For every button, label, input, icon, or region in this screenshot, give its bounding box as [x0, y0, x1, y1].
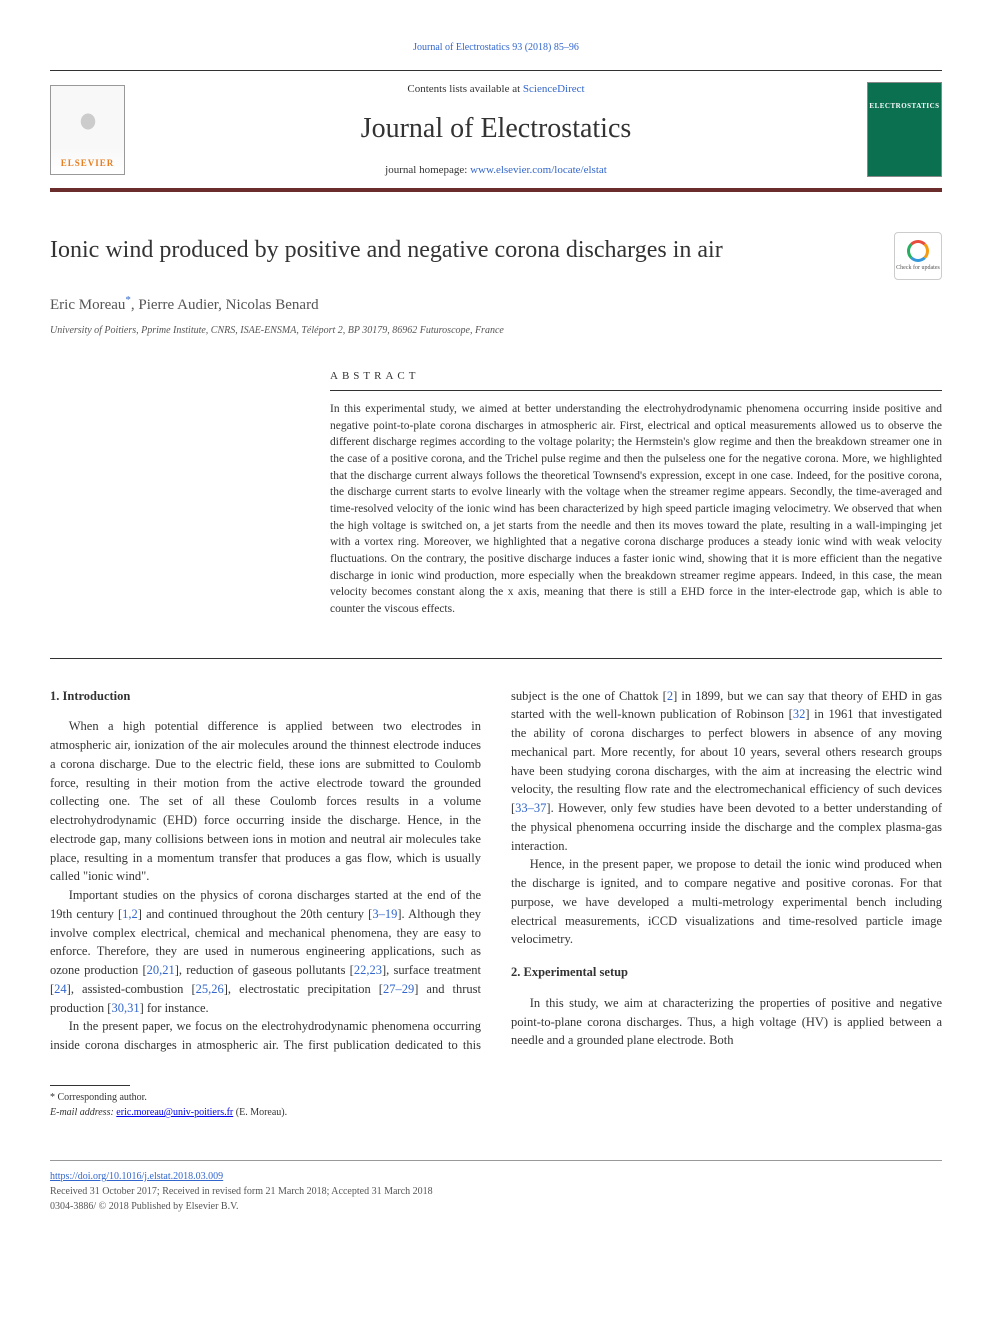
- authors: Eric Moreau*, Pierre Audier, Nicolas Ben…: [50, 292, 942, 317]
- authors-rest: , Pierre Audier, Nicolas Benard: [131, 297, 319, 313]
- received-dates: Received 31 October 2017; Received in re…: [50, 1184, 942, 1199]
- ref-link[interactable]: 32: [793, 707, 806, 721]
- publisher-logo[interactable]: ELSEVIER: [50, 85, 125, 175]
- section-2-heading: 2. Experimental setup: [511, 963, 942, 982]
- p2-text-f: ], assisted-combustion [: [67, 982, 196, 996]
- body-columns: 1. Introduction When a high potential di…: [50, 687, 942, 1055]
- abstract-heading: ABSTRACT: [330, 368, 942, 385]
- p3-text-c: ] in 1961 that investigated the ability …: [511, 707, 942, 815]
- doi-link[interactable]: https://doi.org/10.1016/j.elstat.2018.03…: [50, 1171, 223, 1182]
- homepage-link[interactable]: www.elsevier.com/locate/elstat: [470, 164, 607, 176]
- intro-para-2: Important studies on the physics of coro…: [50, 886, 481, 1017]
- title-row: Ionic wind produced by positive and nega…: [50, 232, 942, 280]
- journal-reference: Journal of Electrostatics 93 (2018) 85–9…: [50, 40, 942, 55]
- intro-para-1: When a high potential difference is appl…: [50, 717, 481, 886]
- header-center: Contents lists available at ScienceDirec…: [125, 81, 867, 178]
- intro-para-4: Hence, in the present paper, we propose …: [511, 855, 942, 949]
- p2-text-g: ], electrostatic precipitation [: [224, 982, 383, 996]
- check-updates-badge[interactable]: Check for updates: [894, 232, 942, 280]
- journal-header: ELSEVIER Contents lists available at Sci…: [50, 70, 942, 192]
- ref-link[interactable]: 30,31: [111, 1001, 139, 1015]
- sciencedirect-link[interactable]: ScienceDirect: [523, 83, 585, 95]
- copyright: 0304-3886/ © 2018 Published by Elsevier …: [50, 1199, 942, 1214]
- corresponding-author-note: * Corresponding author.: [50, 1090, 942, 1105]
- p2-text-i: ] for instance.: [140, 1001, 209, 1015]
- p2-text-b: ] and continued throughout the 20th cent…: [138, 907, 373, 921]
- journal-cover-thumbnail[interactable]: ELECTROSTATICS: [867, 82, 942, 177]
- body-rule: [50, 658, 942, 659]
- contents-line: Contents lists available at ScienceDirec…: [125, 81, 867, 98]
- p3-text-d: ]. However, only few studies have been d…: [511, 801, 942, 853]
- affiliation: University of Poitiers, Pprime Institute…: [50, 323, 942, 338]
- article-title: Ionic wind produced by positive and nega…: [50, 232, 874, 268]
- p2-text-d: ], reduction of gaseous pollutants [: [175, 963, 354, 977]
- ref-link[interactable]: 24: [54, 982, 67, 996]
- check-updates-label: Check for updates: [896, 264, 940, 273]
- homepage-line: journal homepage: www.elsevier.com/locat…: [125, 162, 867, 179]
- crossmark-icon: [907, 240, 929, 262]
- cover-title: ELECTROSTATICS: [869, 101, 939, 112]
- email-label: E-mail address:: [50, 1107, 116, 1118]
- journal-name: Journal of Electrostatics: [125, 108, 867, 150]
- homepage-prefix: journal homepage:: [385, 164, 470, 176]
- section-1-heading: 1. Introduction: [50, 687, 481, 706]
- ref-link[interactable]: 20,21: [147, 963, 175, 977]
- ref-link[interactable]: 33–37: [515, 801, 546, 815]
- page-footer: https://doi.org/10.1016/j.elstat.2018.03…: [50, 1160, 942, 1214]
- ref-link[interactable]: 22,23: [354, 963, 382, 977]
- contents-prefix: Contents lists available at: [407, 83, 522, 95]
- abstract-rule: [330, 390, 942, 391]
- ref-link[interactable]: 3–19: [372, 907, 397, 921]
- abstract-text: In this experimental study, we aimed at …: [330, 401, 942, 618]
- author-primary: Eric Moreau: [50, 297, 125, 313]
- elsevier-tree-icon: [63, 94, 113, 149]
- email-suffix: (E. Moreau).: [233, 1107, 287, 1118]
- publisher-name: ELSEVIER: [61, 157, 115, 171]
- abstract-block: ABSTRACT In this experimental study, we …: [330, 368, 942, 618]
- ref-link[interactable]: 25,26: [196, 982, 224, 996]
- ref-link[interactable]: 27–29: [383, 982, 414, 996]
- footnote-rule: [50, 1085, 130, 1086]
- setup-para-1: In this study, we aim at characterizing …: [511, 994, 942, 1050]
- email-line: E-mail address: eric.moreau@univ-poitier…: [50, 1105, 942, 1120]
- ref-link[interactable]: 1,2: [122, 907, 138, 921]
- email-link[interactable]: eric.moreau@univ-poitiers.fr: [116, 1107, 233, 1118]
